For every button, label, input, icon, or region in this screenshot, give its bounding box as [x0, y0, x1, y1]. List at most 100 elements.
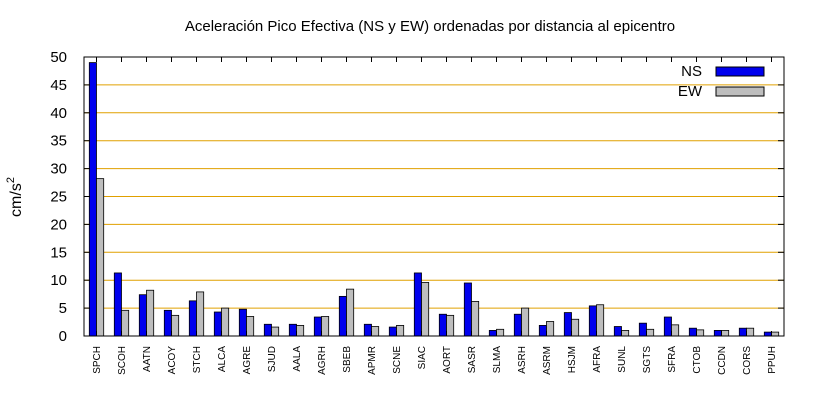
bar-ns-siac [413, 272, 422, 337]
bar-ns-sfra [663, 316, 672, 337]
y-axis-label: cm/s2 [5, 177, 25, 217]
y-tick-label: 0 [59, 328, 67, 345]
bar-ns-sunl [613, 326, 622, 337]
bar-ns-sbeb [338, 295, 347, 337]
y-tick-label: 15 [50, 244, 67, 261]
chart-title: Aceleración Pico Efectiva (NS y EW) orde… [185, 18, 675, 35]
bar-ew-aatn [146, 289, 155, 337]
x-tick-label-scoh: SCOH [117, 346, 128, 375]
bar-ns-hsjm [563, 312, 572, 337]
legend-swatch-ew [715, 86, 765, 97]
y-tick-label: 20 [50, 216, 67, 233]
bar-ew-agrh [321, 316, 330, 337]
bar-ew-acoy [171, 314, 180, 337]
x-tick-label-sfra: SFRA [667, 346, 678, 373]
bar-ew-scne [396, 324, 405, 337]
bar-ew-agre [246, 316, 255, 337]
y-tick-label: 25 [50, 189, 67, 206]
bar-ns-ccdn [713, 330, 722, 337]
x-tick-label-stch: STCH [192, 346, 203, 373]
bar-ew-sjud [271, 326, 280, 337]
bar-ns-apmr [363, 323, 372, 337]
x-tick-label-ctob: CTOB [692, 346, 703, 374]
bar-ew-aala [296, 324, 305, 337]
x-tick-label-aala: AALA [292, 346, 303, 372]
x-tick-label-agre: AGRE [242, 346, 253, 375]
bar-ns-sjud [263, 323, 272, 337]
bar-ew-sasr [471, 300, 480, 337]
bar-ns-aatn [138, 294, 147, 337]
y-tick-label: 40 [50, 105, 67, 122]
x-tick-label-sbeb: SBEB [342, 346, 353, 373]
bar-ew-ctob [696, 329, 705, 337]
x-tick-label-sunl: SUNL [617, 346, 628, 373]
bar-ns-agre [238, 308, 247, 337]
bar-ns-sgts [638, 322, 647, 337]
bar-ns-spch [88, 62, 97, 337]
y-tick-label: 10 [50, 272, 67, 289]
y-axis-label-exponent: 2 [5, 177, 17, 183]
bar-ns-scoh [113, 272, 122, 337]
bar-ew-scoh [121, 309, 130, 337]
x-tick-label-alca: ALCA [217, 346, 228, 372]
bar-ew-ccdn [721, 330, 730, 337]
bar-ns-asrh [513, 313, 522, 337]
bar-ns-scne [388, 326, 397, 337]
bar-ns-asrm [538, 324, 547, 337]
grid-lines [84, 84, 784, 309]
legend: NS EW [678, 63, 765, 100]
bar-ew-spch [96, 178, 105, 337]
bar-ew-afra [596, 304, 605, 337]
bar-ns-aort [438, 313, 447, 337]
y-tick-label: 5 [59, 300, 67, 317]
bar-ew-sgts [646, 328, 655, 337]
bar-ew-sfra [671, 324, 680, 337]
y-tick-label: 30 [50, 161, 67, 178]
x-tick-label-aatn: AATN [142, 346, 153, 372]
y-axis-label-text: cm/s [8, 183, 25, 217]
bar-ew-alca [221, 307, 230, 337]
legend-label-ns: NS [681, 63, 702, 80]
bar-ew-siac [421, 282, 430, 337]
bar-ns-ppuh [763, 331, 772, 337]
bar-ew-asrh [521, 307, 530, 337]
bar-ns-sasr [463, 282, 472, 337]
x-tick-label-asrh: ASRH [517, 346, 528, 374]
bar-ns-acoy [163, 309, 172, 337]
x-tick-label-aort: AORT [442, 346, 453, 374]
bar-ew-sbeb [346, 288, 355, 337]
bar-ew-stch [196, 291, 205, 337]
x-tick-label-siac: SIAC [417, 346, 428, 369]
bar-ew-apmr [371, 326, 380, 337]
bar-ns-ctob [688, 327, 697, 337]
x-tick-label-acoy: ACOY [167, 346, 178, 375]
bar-ew-cors [746, 327, 755, 337]
x-tick-label-sasr: SASR [467, 346, 478, 373]
x-tick-label-sjud: SJUD [267, 346, 278, 372]
legend-label-ew: EW [678, 83, 703, 100]
x-tick-label-ppuh: PPUH [767, 346, 778, 374]
x-tick-label-apmr: APMR [367, 346, 378, 375]
bar-ns-agrh [313, 316, 322, 337]
bar-ns-cors [738, 327, 747, 337]
legend-swatch-ns [715, 66, 765, 77]
x-tick-label-spch: SPCH [92, 346, 103, 374]
y-tick-label: 45 [50, 77, 67, 94]
x-tick-label-agrh: AGRH [317, 346, 328, 375]
bar-ns-alca [213, 311, 222, 337]
x-tick-label-cors: CORS [742, 346, 753, 375]
y-axis-ticks: 0 5 10 15 20 25 30 35 40 45 50 [50, 49, 784, 345]
bar-ew-aort [446, 314, 455, 337]
bar-ns-stch [188, 300, 197, 337]
bar-ns-aala [288, 323, 297, 337]
x-tick-label-slma: SLMA [492, 346, 503, 374]
x-tick-label-hsjm: HSJM [567, 346, 578, 373]
x-tick-label-asrm: ASRM [542, 346, 553, 375]
x-axis-ticks: SPCH SCOH AATN ACOY STCH ALCA AGRE SJUD AALA AGRH… [92, 57, 778, 375]
bar-ew-hsjm [571, 318, 580, 337]
x-tick-label-scne: SCNE [392, 346, 403, 374]
x-tick-label-ccdn: CCDN [717, 346, 728, 375]
x-tick-label-afra: AFRA [592, 346, 603, 373]
bar-ew-sunl [621, 330, 630, 337]
